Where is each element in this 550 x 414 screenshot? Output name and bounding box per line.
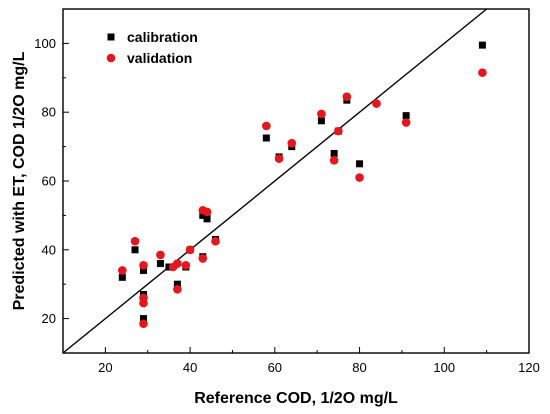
validation-point [329, 156, 339, 165]
x-axis-title: Reference COD, 1/2O mg/L [194, 390, 398, 407]
calibration-point [173, 280, 181, 288]
validation-point [139, 298, 148, 308]
x-axis: 20 40 60 80 100 120 [62, 347, 540, 375]
legend-calibration-label: calibration [127, 29, 198, 45]
y-tick-label: 100 [34, 36, 56, 51]
calibration-point [330, 149, 338, 157]
validation-point [173, 285, 182, 294]
x-tick-label: 60 [268, 360, 282, 375]
y-tick-label: 80 [42, 105, 56, 120]
x-tick-label: 120 [518, 360, 540, 375]
validation-point [139, 319, 148, 329]
validation-point [202, 207, 212, 217]
y-tick-label: 20 [42, 311, 56, 326]
validation-point [139, 260, 148, 270]
x-tick-label: 20 [98, 360, 112, 375]
calibration-point [139, 315, 147, 323]
validation-point [181, 260, 191, 270]
legend-calibration-marker [107, 33, 115, 41]
validation-point [342, 92, 352, 102]
validation-point [287, 138, 297, 148]
validation-point [334, 126, 343, 136]
calibration-point [139, 266, 147, 274]
y-tick-label: 40 [42, 242, 56, 257]
validation-point [372, 99, 381, 108]
calibration-point [199, 211, 207, 219]
validation-point [198, 254, 208, 263]
y-axis-title: Predicted with ET, COD 1/2O mg/L [11, 51, 28, 310]
y-axis: 20 40 60 80 100 [34, 8, 69, 354]
calibration-point [356, 160, 364, 168]
data-points [118, 41, 487, 329]
validation-point [185, 245, 195, 255]
calibration-point [131, 246, 139, 254]
validation-point [211, 236, 220, 246]
legend-validation-marker [106, 53, 116, 63]
calibration-point [156, 260, 164, 268]
validation-point [156, 250, 165, 260]
calibration-point [478, 41, 486, 49]
validation-point [130, 236, 140, 246]
validation-point [355, 173, 364, 182]
calibration-point [402, 112, 410, 120]
legend: calibration validation [106, 29, 198, 66]
legend-validation-label: validation [127, 50, 192, 66]
calibration-point [262, 134, 270, 142]
x-tick-label: 80 [352, 360, 366, 375]
reference-line [62, 8, 488, 354]
x-tick-label: 40 [183, 360, 197, 375]
validation-point [317, 109, 326, 119]
validation-point [118, 266, 127, 275]
reference-line-group [62, 8, 488, 354]
validation-point [401, 118, 411, 127]
validation-point [173, 259, 182, 268]
validation-point [478, 68, 487, 77]
validation-point [274, 154, 284, 163]
calibration-point [118, 273, 126, 281]
y-tick-label: 60 [42, 174, 56, 189]
calibration-point [317, 117, 325, 125]
validation-point [262, 121, 271, 131]
x-tick-label: 100 [433, 360, 455, 375]
